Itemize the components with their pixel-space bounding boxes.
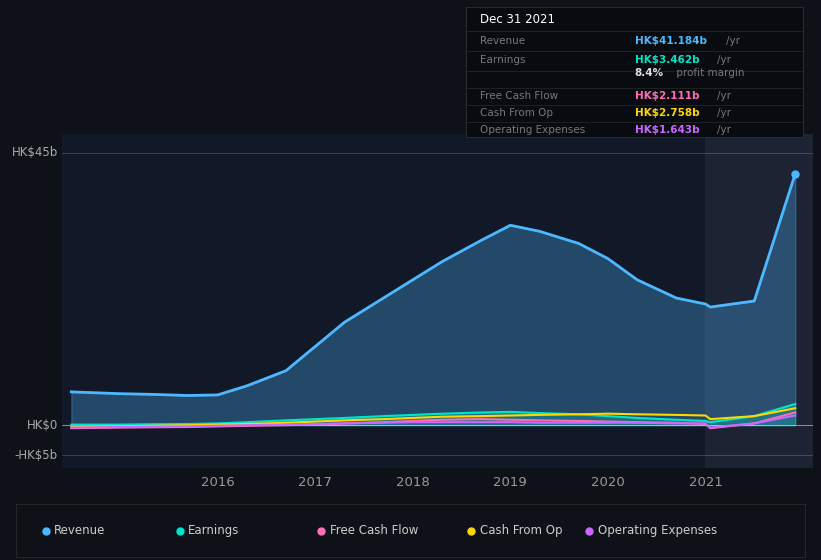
Text: -HK$5b: -HK$5b [15,449,57,462]
Text: Revenue: Revenue [479,36,525,46]
Text: /yr: /yr [717,125,731,135]
Text: HK$41.184b: HK$41.184b [635,36,707,46]
Text: 8.4%: 8.4% [635,68,663,78]
Text: Revenue: Revenue [54,524,106,537]
Text: Free Cash Flow: Free Cash Flow [479,91,558,101]
Text: /yr: /yr [726,36,740,46]
Text: HK$1.643b: HK$1.643b [635,125,699,135]
Text: HK$3.462b: HK$3.462b [635,54,699,64]
Text: Dec 31 2021: Dec 31 2021 [479,13,555,26]
Text: profit margin: profit margin [673,68,745,78]
Text: Operating Expenses: Operating Expenses [479,125,585,135]
Text: /yr: /yr [717,108,731,118]
Text: Free Cash Flow: Free Cash Flow [330,524,419,537]
Text: HK$0: HK$0 [26,419,57,432]
Text: Cash From Op: Cash From Op [479,108,553,118]
Text: /yr: /yr [717,54,731,64]
Text: Cash From Op: Cash From Op [479,524,562,537]
Text: Earnings: Earnings [479,54,525,64]
Text: Operating Expenses: Operating Expenses [598,524,718,537]
Text: HK$45b: HK$45b [11,146,57,159]
Bar [705,134,813,468]
Text: HK$2.758b: HK$2.758b [635,108,699,118]
Text: /yr: /yr [717,91,731,101]
Text: Earnings: Earnings [188,524,240,537]
Text: HK$2.111b: HK$2.111b [635,91,699,101]
